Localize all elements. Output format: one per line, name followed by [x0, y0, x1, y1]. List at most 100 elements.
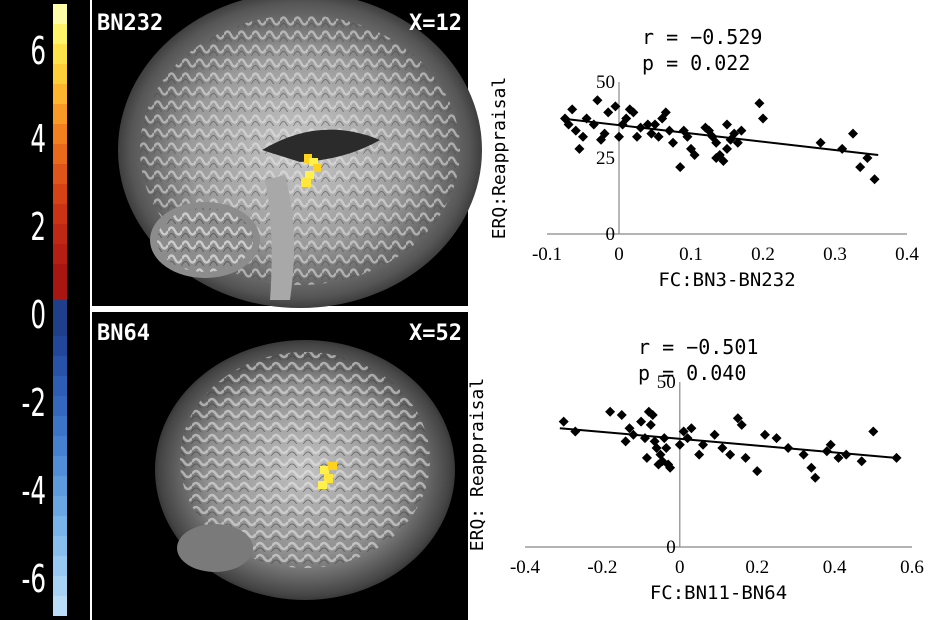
- data-point: [686, 423, 697, 434]
- colorbar-tick-label: 2: [30, 204, 46, 249]
- data-point: [563, 119, 574, 130]
- data-point: [570, 125, 581, 136]
- data-point: [578, 131, 588, 142]
- y-tick-label: 25: [596, 148, 615, 169]
- data-point: [694, 449, 705, 460]
- data-point: [869, 174, 880, 185]
- activation-cluster: [320, 466, 329, 474]
- x-tick-label: -0.2: [587, 557, 617, 578]
- y-tick-label: 0: [666, 537, 676, 558]
- data-point: [758, 113, 768, 124]
- data-point: [603, 107, 614, 118]
- x-tick-label: 0.4: [895, 244, 919, 265]
- x-tick-label: 0.3: [823, 244, 847, 265]
- x-tick-label: 0.2: [745, 557, 769, 578]
- data-point: [698, 439, 709, 450]
- data-point: [868, 426, 879, 437]
- trend-line: [559, 427, 897, 459]
- data-point: [718, 156, 729, 167]
- data-point: [570, 426, 581, 437]
- data-point: [732, 413, 743, 424]
- data-point: [642, 119, 653, 130]
- y-axis-title: ERQ: Reappraisal: [467, 378, 488, 551]
- colorbar: 6 4 2 0 -2 -4 -6: [0, 0, 90, 620]
- region-label-top: BN232: [97, 11, 163, 36]
- data-point: [620, 436, 631, 447]
- data-point: [592, 95, 603, 106]
- data-point: [798, 449, 809, 460]
- data-point: [722, 119, 732, 130]
- data-point: [645, 419, 656, 430]
- data-point: [624, 423, 635, 434]
- coord-label-bottom: X=52: [409, 321, 462, 346]
- data-point: [736, 125, 747, 136]
- data-point: [740, 452, 751, 463]
- data-point: [653, 131, 664, 142]
- colorbar-tick-label: -4: [21, 468, 46, 513]
- x-tick-label: 0.1: [679, 244, 703, 265]
- data-point: [605, 406, 616, 417]
- x-tick-label: 0.2: [751, 244, 775, 265]
- y-tick-label: 50: [596, 72, 615, 93]
- data-point: [833, 452, 844, 463]
- data-point: [806, 462, 817, 473]
- data-point: [646, 128, 657, 139]
- trend-line: [561, 117, 879, 156]
- data-point: [754, 98, 765, 109]
- data-point: [665, 462, 676, 473]
- data-point: [700, 122, 711, 133]
- data-point: [752, 466, 763, 477]
- brain-panel-bottom: BN64 X=52: [92, 312, 468, 620]
- ventricle-shape: [262, 129, 380, 162]
- activation-cluster: [304, 154, 312, 163]
- data-point: [616, 410, 627, 420]
- data-point: [647, 410, 658, 420]
- x-tick-label: -0.1: [532, 244, 562, 265]
- data-point: [862, 153, 873, 163]
- data-point: [771, 433, 782, 444]
- colorbar-tick-label: 4: [30, 116, 46, 161]
- colorbar-tick-label: 0: [30, 292, 46, 337]
- data-point: [668, 137, 678, 148]
- x-tick-label: 0.6: [900, 557, 924, 578]
- colorbar-tick-label: -2: [21, 380, 46, 425]
- correlation-r-label: r = −0.501: [638, 335, 758, 359]
- y-axis-title: ERQ:Reappraisal: [489, 77, 510, 240]
- data-point: [841, 449, 852, 460]
- y-tick-label: 0: [606, 224, 616, 245]
- data-point: [837, 143, 848, 154]
- data-point: [574, 143, 585, 154]
- data-point: [711, 137, 722, 148]
- data-point: [732, 137, 743, 148]
- data-point: [722, 143, 732, 154]
- data-point: [674, 439, 685, 450]
- data-point: [558, 416, 569, 427]
- data-point: [856, 456, 867, 467]
- data-point: [725, 449, 736, 460]
- data-point: [675, 162, 686, 173]
- data-point: [855, 162, 866, 173]
- data-point: [641, 452, 652, 463]
- y-tick-label: 50: [657, 372, 676, 393]
- data-point: [610, 101, 621, 112]
- data-point: [825, 439, 836, 450]
- data-point: [709, 429, 720, 440]
- correlation-r-label: r = −0.529: [642, 25, 762, 49]
- data-point: [689, 149, 700, 160]
- x-tick-label: 0: [675, 557, 685, 578]
- x-tick-label: -0.4: [510, 557, 541, 578]
- correlation-p-label: p = 0.040: [638, 361, 746, 385]
- data-point: [717, 443, 728, 453]
- data-point: [651, 443, 662, 453]
- data-point: [660, 107, 671, 118]
- correlation-p-label: p = 0.022: [642, 51, 750, 75]
- data-point: [729, 128, 740, 139]
- x-tick-label: 0: [614, 244, 624, 265]
- x-axis-title: FC:BN11-BN64: [650, 582, 787, 604]
- data-point: [810, 472, 821, 483]
- data-point: [599, 128, 610, 139]
- data-point: [661, 443, 672, 453]
